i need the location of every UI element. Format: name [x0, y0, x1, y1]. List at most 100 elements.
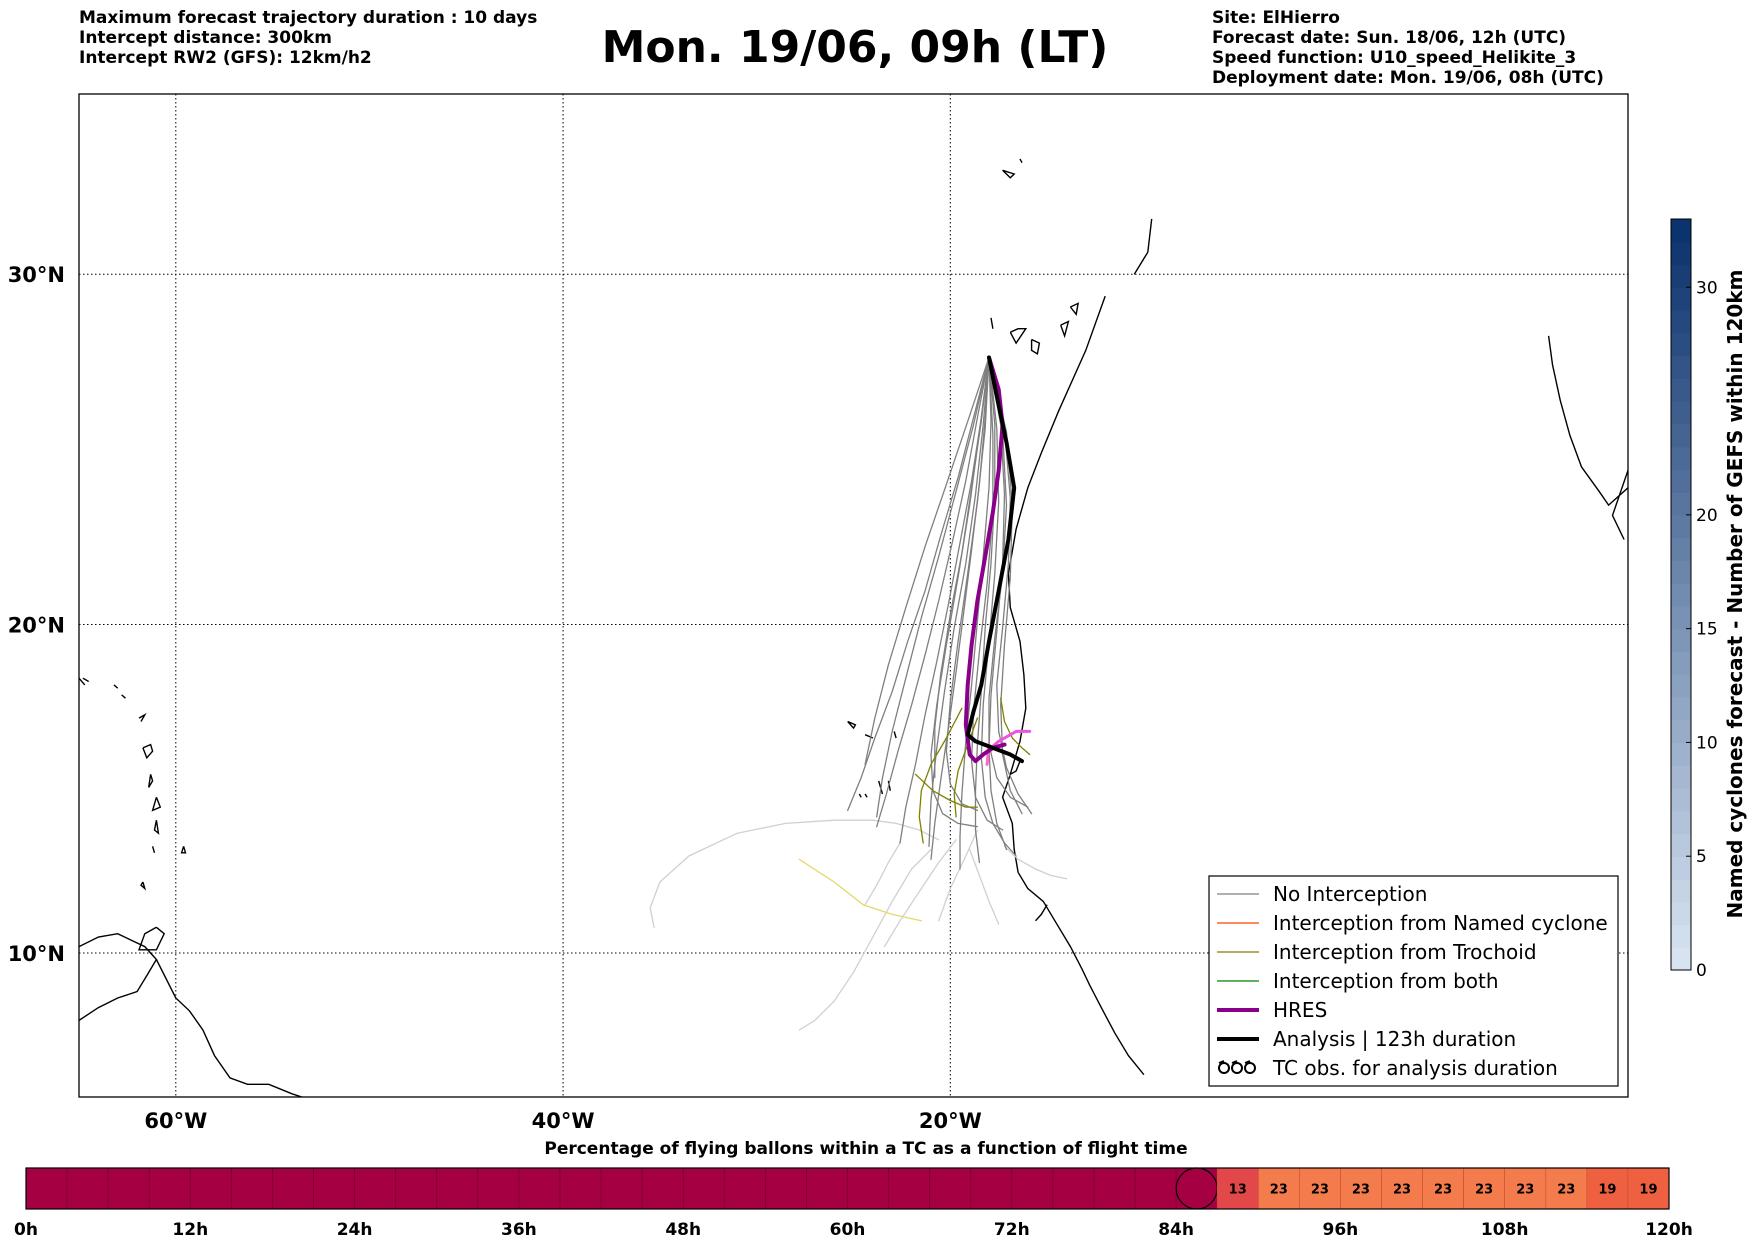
colorbar-band: [1671, 287, 1691, 311]
timeline-tick-label: 108h: [1481, 1220, 1529, 1240]
colorbar-band: [1671, 879, 1691, 903]
trajectory-line: [864, 842, 901, 906]
timeline-cell: [1627, 1167, 1670, 1210]
timeline-cell: [1299, 1167, 1341, 1210]
colorbar-tick-label: 30: [1696, 278, 1718, 298]
header-info-left: Maximum forecast trajectory duration : 1…: [79, 8, 537, 68]
trajectory-line: [988, 356, 1008, 851]
colorbar-band: [1671, 810, 1691, 835]
timeline-cell-value: 23: [1393, 1183, 1411, 1198]
header-duration: Maximum forecast trajectory duration : 1…: [79, 8, 538, 28]
colorbar-band: [1671, 765, 1691, 789]
colorbar-band: [1671, 446, 1691, 470]
lat-tick-label: 30°N: [8, 263, 65, 287]
timeline-tick-label: 36h: [501, 1220, 537, 1240]
trajectory-line: [876, 356, 990, 828]
header-deployment-date: Deployment date: Mon. 19/06, 08h (UTC): [1212, 68, 1604, 88]
legend-box: [1208, 875, 1619, 1087]
timeline-cell-value: 19: [1639, 1183, 1657, 1198]
timeline-cell-value: 23: [1557, 1183, 1575, 1198]
colorbar-band: [1671, 856, 1691, 880]
series-hres-line: [963, 355, 1007, 764]
coastline-segment: [847, 720, 857, 730]
colorbar-tick-label: 0: [1696, 961, 1707, 981]
header-intercept-distance: Intercept distance: 300km: [79, 28, 332, 48]
timeline-cell: [1340, 1167, 1382, 1210]
colorbar-band: [1671, 924, 1691, 948]
timeline-tick-label: 84h: [1158, 1220, 1194, 1240]
trajectory-line: [914, 773, 979, 808]
colorbar-band: [1671, 537, 1691, 561]
coastline-segment: [1001, 295, 1145, 1076]
trajectory-line: [1003, 845, 1068, 880]
timeline-cell-value: 19: [1598, 1183, 1616, 1198]
coastline-segment: [148, 774, 154, 788]
colorbar-tick-label: 10: [1696, 733, 1718, 753]
cyclone-symbol-icon: [1231, 1062, 1243, 1074]
timeline-tick-label: 48h: [665, 1220, 701, 1240]
colorbar-band: [1671, 583, 1691, 607]
coastline-segment: [138, 712, 147, 722]
legend-label: No Interception: [1273, 882, 1427, 906]
colorbar-band: [1671, 947, 1691, 971]
trajectory-line: [974, 356, 996, 864]
colorbar-band: [1671, 742, 1691, 766]
lat-tick-label: 20°N: [8, 614, 65, 638]
coastline-segment: [1002, 169, 1016, 179]
coastline-segment: [121, 694, 126, 699]
header-site: Site: ElHierro: [1212, 8, 1340, 28]
colorbar-band: [1671, 492, 1691, 516]
coastline-segment: [113, 684, 119, 689]
coastline-segment: [893, 731, 897, 739]
colorbar-tick-label: 15: [1696, 620, 1718, 640]
map-frame: [78, 93, 1629, 1098]
header-speed-function: Speed function: U10_speed_Helikite_3: [1212, 48, 1577, 68]
coastline-segment: [79, 677, 86, 686]
timeline-tick-label: 96h: [1323, 1220, 1359, 1240]
coastline-segment: [864, 734, 874, 739]
colorbar-band: [1671, 651, 1691, 675]
lon-tick-label: 40°W: [532, 1109, 595, 1133]
timeline-frame: [25, 1167, 1670, 1210]
coastline-segment: [1009, 760, 1021, 775]
coastline-segment: [138, 926, 166, 951]
timeline-title: Percentage of flying ballons within a TC…: [544, 1139, 1187, 1159]
timeline-cell-value: 23: [1516, 1183, 1534, 1198]
coastline-segment: [155, 959, 304, 1097]
coastlines: [79, 158, 1628, 1097]
map-axis-labels: 60°W 40°W 20°W 30°N 20°N 10°N: [8, 263, 982, 1133]
timeline-tick-label: 24h: [337, 1220, 373, 1240]
legend-label: Analysis | 123h duration: [1273, 1027, 1516, 1051]
trajectory-line: [847, 356, 990, 812]
lat-tick-label: 10°N: [8, 942, 65, 966]
lon-tick-label: 20°W: [919, 1109, 982, 1133]
colorbar-band: [1671, 696, 1691, 721]
timeline-tick-label: 120h: [1645, 1220, 1693, 1240]
coastline-segment: [858, 793, 862, 798]
colorbar-band: [1671, 310, 1691, 334]
timeline-cell: [1258, 1167, 1300, 1210]
trajectory-line: [934, 356, 990, 779]
colorbar-band: [1671, 332, 1691, 357]
timeline-tick-label: 0h: [14, 1220, 38, 1240]
colorbar-band: [1671, 787, 1691, 812]
coastline-segment: [1611, 470, 1628, 540]
trajectory-line: [969, 848, 1000, 925]
coastline-segment: [151, 797, 162, 812]
colorbar-band: [1671, 355, 1691, 379]
colorbar-ticks: 0 5 10 15 20 30: [1686, 278, 1718, 981]
coastline-segment: [1034, 904, 1048, 922]
cyclone-symbol-icon: [1244, 1062, 1256, 1074]
timeline-cell-value: 23: [1434, 1183, 1452, 1198]
coastline-segment: [153, 820, 160, 835]
coastline-segment: [180, 846, 187, 854]
trajectory-line: [918, 707, 963, 844]
timeline-ticks: 0h 12h 24h 36h 48h 60h 72h 84h 96h 108h 120h: [14, 1220, 1693, 1240]
trajectory-line: [883, 839, 957, 948]
trajectory-line: [938, 829, 979, 922]
timeline-cell-value: 13: [1229, 1183, 1247, 1198]
colorbar-tick-label: 20: [1696, 506, 1718, 526]
colorbar-band: [1671, 423, 1691, 448]
colorbar-band: [1671, 628, 1691, 652]
colorbar-band: [1671, 469, 1691, 493]
